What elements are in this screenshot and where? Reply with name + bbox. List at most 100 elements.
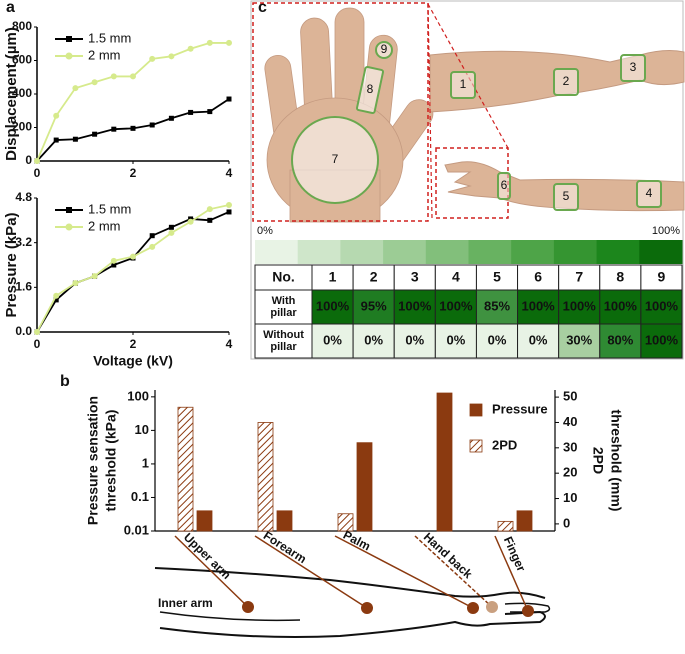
y-axis-label: Displacement (µm) [3,27,20,161]
table-cell [640,289,683,325]
table-cell [599,264,642,291]
x-tick-label: 0 [34,337,41,351]
y2-tick-label: 50 [563,389,577,404]
legend-swatch [469,403,483,417]
marker [111,126,117,132]
table-cell [434,289,477,325]
region-outline [553,183,579,211]
table-cell [558,289,601,325]
table-value: 100% [398,298,432,313]
table-value: 85% [484,298,510,313]
table-cell [393,289,436,325]
y-tick-label: 3.2 [15,235,32,249]
legend-marker [65,223,73,231]
y2-tick-label: 30 [563,439,577,454]
table-cell [475,289,519,325]
marker [53,112,60,119]
legend-marker [66,36,72,42]
y-tick-label: 0.01 [124,522,149,537]
table-header: 9 [658,269,666,285]
y2-tick-label: 0 [563,515,570,530]
bar [257,422,274,532]
x-tick-label: 0 [34,166,41,180]
annotation: Inner arm [158,596,213,610]
y-tick-label: 0.1 [131,489,149,504]
site-dot [242,601,254,613]
table-cell [475,264,519,291]
y-tick-label: 800 [12,19,32,33]
marker [226,96,232,102]
x-tick-label: 2 [130,166,137,180]
y-tick-label: 0 [25,153,32,167]
region-label: 7 [332,152,339,166]
y-tick-label: 400 [12,86,32,100]
bar [276,510,293,532]
table-header: 5 [493,269,501,285]
marker [168,115,174,121]
table-cell [640,264,683,291]
x-axis-label: Voltage (kV) [93,353,173,369]
pointer-line [494,535,529,612]
y2-axis-label: threshold (mm) [608,410,624,512]
table-value: 100% [563,298,597,313]
y2-tick-label: 20 [563,465,577,480]
panel-label: c [258,0,267,16]
legend-marker [66,207,72,213]
table-header: 3 [411,269,419,285]
marker [226,39,232,46]
bar [516,510,533,532]
colorbar-step [553,240,598,264]
colorbar-label: 0% [257,225,273,237]
region-outline [355,65,385,115]
y-tick-label: 10 [135,422,149,437]
marker [130,125,136,131]
marker [226,209,232,215]
region-outline [636,180,662,208]
table-value: 0% [323,332,342,347]
marker [34,158,40,164]
marker [92,131,98,137]
colorbar-step [511,240,555,264]
region-label: 2 [563,74,570,88]
table-value: 80% [607,332,633,347]
legend-label: 2 mm [88,218,121,233]
x-tick-label: 4 [226,166,233,180]
bar [436,392,453,532]
bar [177,406,194,532]
marker [53,297,59,303]
y-axis-label: Pressure (kPa) [3,212,20,317]
marker [130,73,136,80]
marker [72,136,78,142]
category-label: Hand back [421,530,475,582]
table-header: 8 [616,269,624,285]
table-header: 1 [329,269,337,285]
region-outline [497,172,511,200]
marker [130,253,136,260]
table-value: 0% [529,332,548,347]
panel-label: b [60,373,70,390]
marker [168,229,175,236]
region-outline [620,54,646,82]
marker [110,257,117,264]
table-value: 95% [361,298,387,313]
y-tick-label: 1 [142,455,149,470]
marker [110,73,117,80]
bar [497,520,514,532]
region-outline [450,71,476,99]
y-tick-label: 1.6 [15,280,32,294]
table-cell [352,323,395,359]
pointer-line [414,535,493,608]
site-dot [467,602,479,614]
table-value: 0% [405,332,424,347]
table-header: 7 [575,269,583,285]
y2-tick-label: 10 [563,490,577,505]
category-label: Upper arm [181,530,234,582]
legend-swatch [469,439,483,453]
table-cell [434,264,477,291]
table-value: 0% [364,332,383,347]
marker [91,79,98,86]
legend-label: 2 mm [88,47,121,62]
y-tick-label: 600 [12,53,32,67]
site-dot [522,605,534,617]
marker [187,45,194,52]
